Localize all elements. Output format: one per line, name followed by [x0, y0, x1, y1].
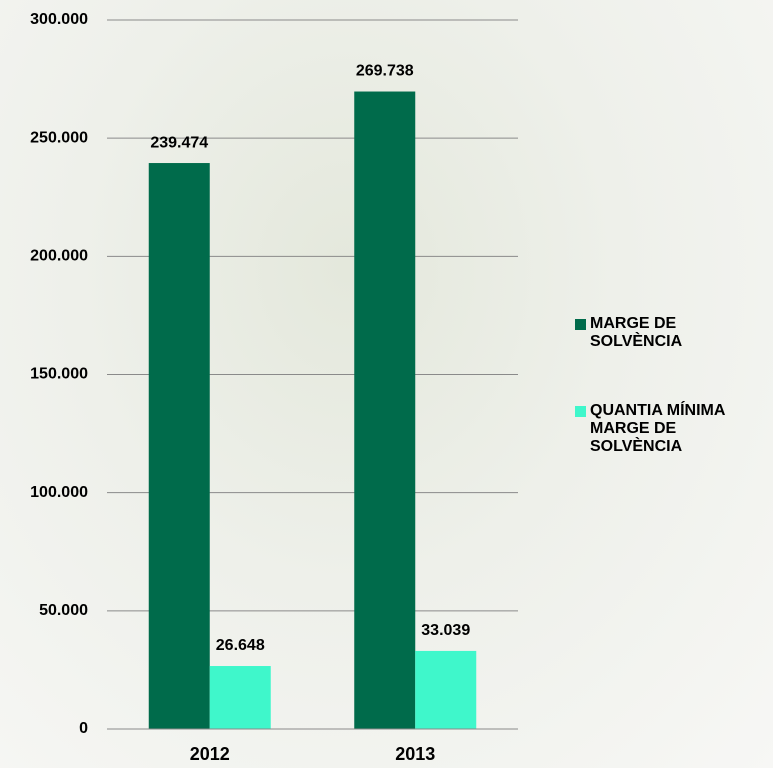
y-tick-label: 100.000 — [30, 484, 88, 501]
value-label: 26.648 — [216, 637, 265, 654]
legend-swatch — [575, 319, 586, 330]
legend-label: MARGE DE SOLVÈNCIA — [590, 315, 683, 350]
bar — [354, 91, 416, 730]
bar — [415, 650, 477, 729]
bar — [209, 666, 271, 729]
legend-label: QUANTIA MÍNIMA MARGE DE SOLVÈNCIA — [590, 402, 725, 455]
x-tick-label: 2013 — [395, 744, 435, 764]
y-tick-label: 300.000 — [30, 11, 88, 28]
y-tick-label: 150.000 — [30, 366, 88, 383]
legend-item: QUANTIA MÍNIMA MARGE DE SOLVÈNCIA — [575, 402, 770, 456]
legend-swatch — [575, 406, 586, 417]
bar — [148, 163, 210, 730]
value-label: 33.039 — [421, 622, 470, 639]
value-label: 269.738 — [356, 63, 414, 80]
legend-item: MARGE DE SOLVÈNCIA — [575, 315, 770, 351]
value-label: 239.474 — [150, 134, 208, 151]
y-tick-label: 250.000 — [30, 129, 88, 146]
y-tick-label: 0 — [79, 720, 88, 737]
x-tick-label: 2012 — [190, 744, 230, 764]
y-tick-label: 50.000 — [39, 602, 88, 619]
y-tick-label: 200.000 — [30, 248, 88, 265]
